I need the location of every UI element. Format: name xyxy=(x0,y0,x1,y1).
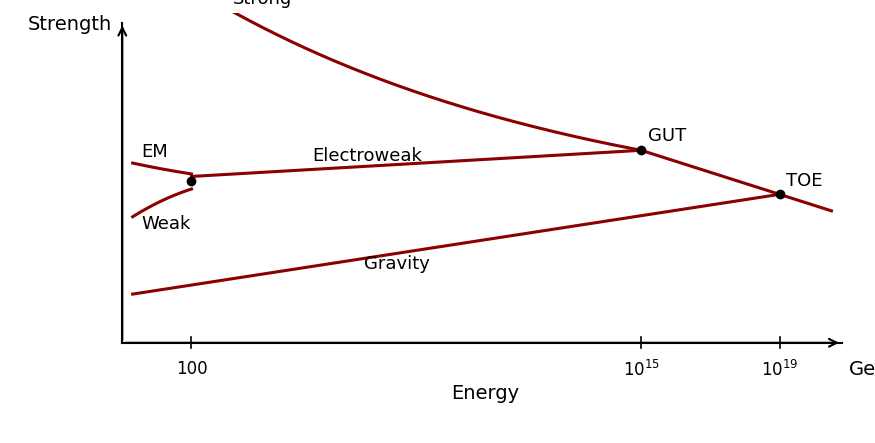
Text: $10^{19}$: $10^{19}$ xyxy=(761,360,798,380)
Text: Energy: Energy xyxy=(452,384,520,403)
Text: 100: 100 xyxy=(176,360,207,378)
Text: Electroweak: Electroweak xyxy=(312,147,423,165)
Text: $10^{15}$: $10^{15}$ xyxy=(623,360,660,380)
Text: Strength: Strength xyxy=(28,15,112,34)
Text: EM: EM xyxy=(142,143,168,161)
Text: Gravity: Gravity xyxy=(365,255,430,273)
Text: GeV: GeV xyxy=(849,360,875,379)
Text: Strong: Strong xyxy=(233,0,292,8)
Text: GUT: GUT xyxy=(648,127,686,145)
Text: TOE: TOE xyxy=(787,171,823,190)
Text: Weak: Weak xyxy=(142,215,191,233)
